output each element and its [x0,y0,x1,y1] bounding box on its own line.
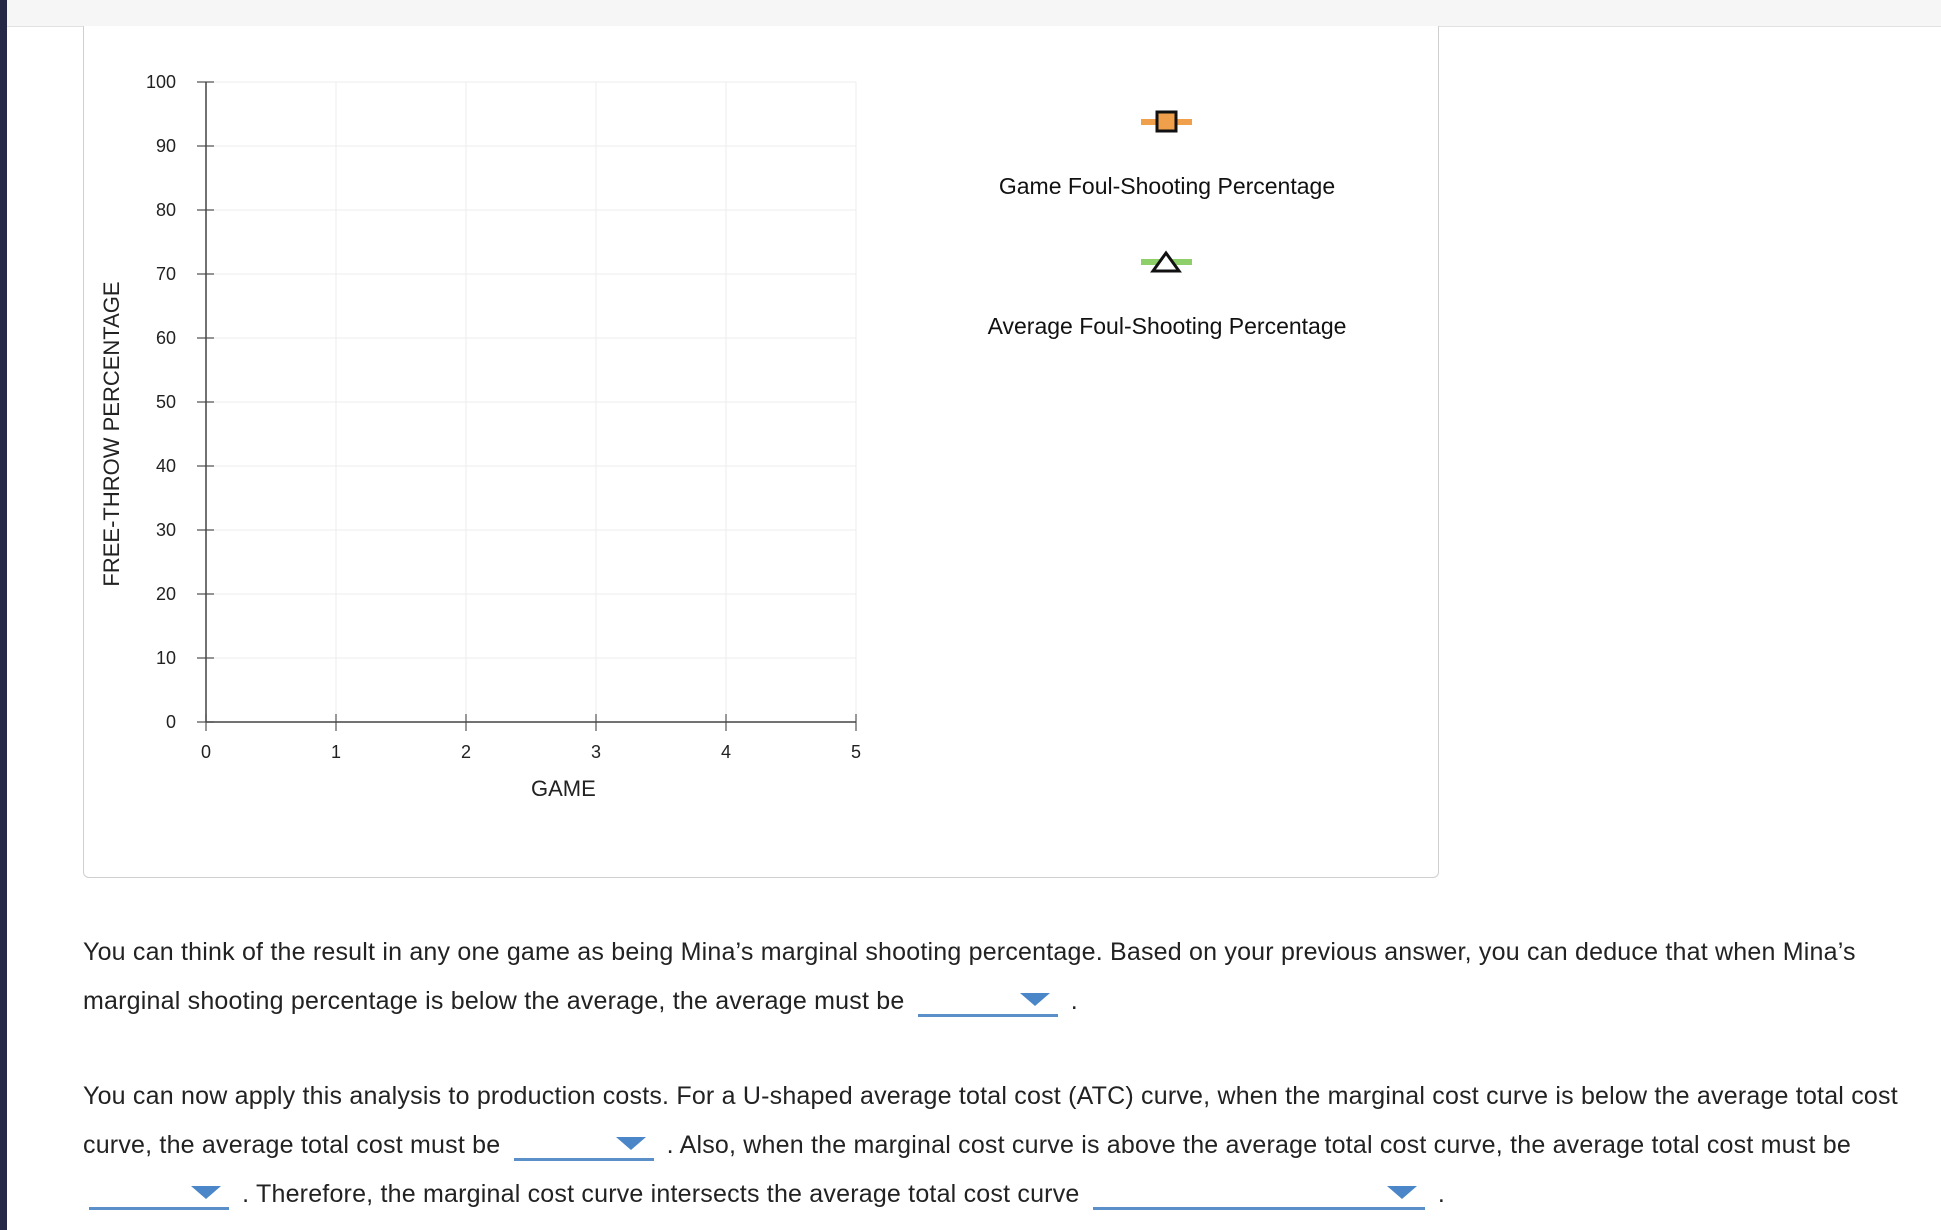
y-tick-label: 100 [146,72,176,92]
y-tick-label: 40 [156,456,176,476]
x-tick-label: 2 [461,742,471,762]
y-tick-label: 80 [156,200,176,220]
legend-average-marker[interactable] [1141,250,1192,273]
y-tick-labels: 0 10 20 30 40 50 60 70 80 90 100 [146,72,176,732]
triangle-marker-icon[interactable] [1150,250,1182,273]
y-tick-label: 10 [156,648,176,668]
y-tick-label: 20 [156,584,176,604]
q2-text-part2: . Also, when the marginal cost curve is … [666,1131,1851,1159]
question-marginal-shooting: You can think of the result in any one g… [83,928,1913,1025]
q1-text: You can think of the result in any one g… [83,938,1856,1015]
axes [197,81,857,731]
y-tick-label: 90 [156,136,176,156]
x-tick-label: 3 [591,742,601,762]
foul-shooting-chart[interactable]: 0 10 20 30 40 50 60 70 80 90 100 0 1 2 3 4 5 GAME FREE-… [84,26,1440,878]
q2-text-part4: . [1437,1180,1445,1208]
chevron-down-icon [1019,993,1050,1006]
legend-game-label: Game Foul-Shooting Percentage [999,173,1335,199]
square-marker-icon[interactable] [1155,110,1178,133]
x-tick-label: 4 [721,742,731,762]
graph-panel: 0 10 20 30 40 50 60 70 80 90 100 0 1 2 3 4 5 GAME FREE-… [83,26,1439,878]
y-tick-label: 0 [166,712,176,732]
q2-text-part3: . Therefore, the marginal cost curve int… [242,1180,1080,1208]
q2-atc-above-dropdown[interactable] [89,1177,229,1210]
top-strip [7,0,1941,27]
q2-intersection-dropdown[interactable] [1092,1177,1425,1210]
y-tick-label: 30 [156,520,176,540]
q2-text-part1: You can now apply this analysis to produ… [83,1082,1898,1159]
legend-game-marker[interactable] [1141,110,1192,133]
x-tick-labels: 0 1 2 3 4 5 [201,742,861,762]
grid [206,81,857,722]
x-tick-label: 0 [201,742,211,762]
q1-average-dropdown[interactable] [917,984,1058,1017]
chevron-down-icon [615,1137,646,1150]
y-tick-label: 60 [156,328,176,348]
legend-average-label: Average Foul-Shooting Percentage [988,313,1347,339]
q2-atc-below-dropdown[interactable] [513,1128,654,1161]
y-axis-label: FREE-THROW PERCENTAGE [99,281,124,586]
q1-text-end: . [1070,987,1078,1015]
chevron-down-icon [191,1186,221,1199]
y-tick-label: 50 [156,392,176,412]
x-axis-label: GAME [531,776,596,801]
left-rail [0,0,7,1230]
question-production-costs: You can now apply this analysis to produ… [83,1072,1913,1218]
legend: Game Foul-Shooting Percentage Average Fo… [988,110,1347,339]
x-tick-label: 5 [851,742,861,762]
chevron-down-icon [1386,1186,1417,1199]
x-tick-label: 1 [331,742,341,762]
y-tick-label: 70 [156,264,176,284]
